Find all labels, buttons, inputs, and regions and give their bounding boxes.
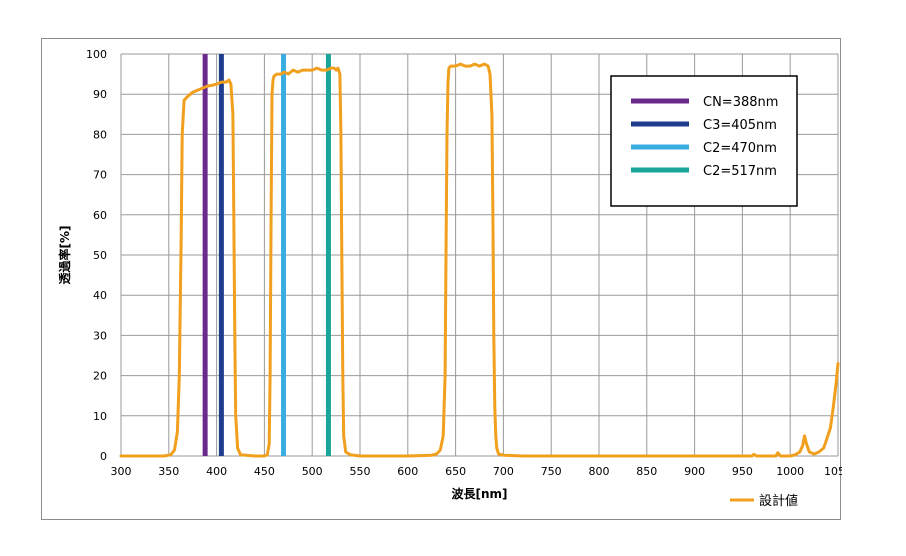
legend-label: C3=405nm bbox=[703, 118, 777, 133]
x-tick-label: 800 bbox=[589, 465, 610, 478]
y-tick-label: 50 bbox=[93, 249, 107, 262]
x-tick-label: 850 bbox=[636, 465, 657, 478]
y-axis-title: 透過率[%] bbox=[57, 226, 72, 285]
x-tick-label: 500 bbox=[302, 465, 323, 478]
y-tick-label: 20 bbox=[93, 370, 107, 383]
x-tick-label: 300 bbox=[111, 465, 132, 478]
legend-box bbox=[610, 75, 798, 207]
y-tick-label: 90 bbox=[93, 88, 107, 101]
y-tick-label: 10 bbox=[93, 410, 107, 423]
y-tick-label: 100 bbox=[86, 48, 107, 61]
y-tick-label: 70 bbox=[93, 169, 107, 182]
legend-label: CN=388nm bbox=[703, 95, 778, 110]
y-tick-label: 80 bbox=[93, 128, 107, 141]
series-line bbox=[119, 62, 840, 458]
x-tick-label: 1050 bbox=[824, 465, 842, 478]
x-tick-label: 950 bbox=[732, 465, 753, 478]
x-tick-label: 700 bbox=[493, 465, 514, 478]
x-tick-label: 400 bbox=[206, 465, 227, 478]
y-tick-label: 30 bbox=[93, 329, 107, 342]
y-tick-label: 40 bbox=[93, 289, 107, 302]
legend-label: C2=470nm bbox=[703, 141, 777, 156]
series-legend-label: 設計値 bbox=[759, 493, 798, 509]
x-tick-label: 350 bbox=[158, 465, 179, 478]
x-tick-label: 750 bbox=[541, 465, 562, 478]
legend-label: C2=517nm bbox=[703, 164, 777, 179]
x-tick-label: 450 bbox=[254, 465, 275, 478]
transmittance-chart: 0 10 20 30 40 50 60 70 80 90 100 300 350 400 450 500 550… bbox=[57, 48, 842, 509]
x-tick-label: 900 bbox=[684, 465, 705, 478]
y-tick-label: 0 bbox=[100, 450, 107, 463]
y-tick-label: 60 bbox=[93, 209, 107, 222]
x-axis-title: 波長[nm] bbox=[451, 486, 507, 501]
x-tick-label: 550 bbox=[350, 465, 371, 478]
x-tick-label: 1000 bbox=[776, 465, 804, 478]
x-tick-label: 600 bbox=[397, 465, 418, 478]
x-tick-label: 650 bbox=[445, 465, 466, 478]
chart-frame: 0 10 20 30 40 50 60 70 80 90 100 300 350 400 450 500 550… bbox=[41, 38, 842, 520]
